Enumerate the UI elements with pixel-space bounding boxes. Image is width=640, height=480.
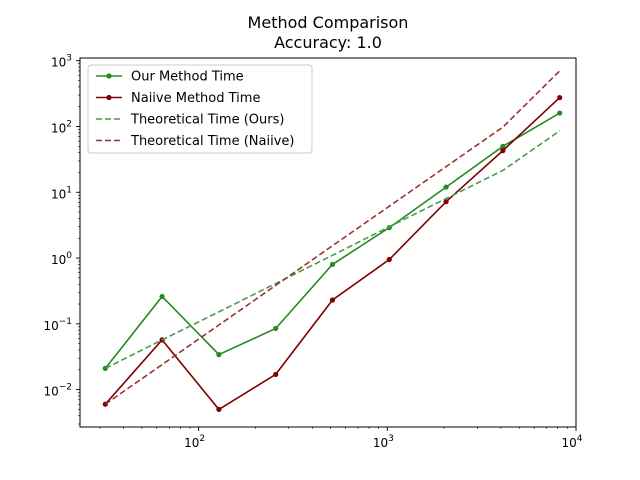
- data-point: [159, 293, 165, 300]
- data-point: [557, 95, 563, 101]
- plot-area: [102, 70, 563, 412]
- data-point: [216, 352, 222, 358]
- y-tick-label: 102: [51, 119, 72, 135]
- x-tick-label: 104: [561, 434, 582, 450]
- legend-marker: [106, 73, 112, 79]
- data-point: [273, 371, 279, 378]
- legend-box: [87, 64, 313, 154]
- tick-label-base: 10: [43, 319, 58, 333]
- tick-label-exponent: −2: [59, 383, 72, 393]
- y-tick-label: 101: [51, 185, 72, 201]
- data-point: [443, 184, 449, 190]
- tick-label-exponent: 4: [577, 434, 583, 444]
- legend: Our Method Time Naiive Method Time Theoret…: [87, 64, 313, 154]
- tick-label-exponent: 2: [66, 119, 72, 129]
- series-line-3: [104, 70, 561, 405]
- data-point: [443, 199, 449, 205]
- y-tick-label: 10−1: [43, 317, 72, 333]
- tick-label-exponent: 2: [199, 434, 205, 444]
- series-line-2: [104, 130, 561, 370]
- chart-title: Method Comparison: [248, 13, 409, 32]
- y-tick-label: 100: [51, 251, 72, 267]
- tick-label-base: 10: [43, 385, 58, 399]
- data-point: [386, 256, 392, 263]
- tick-label-base: 10: [561, 436, 576, 450]
- legend-label: Our Method Time: [131, 70, 244, 85]
- legend-marker: [106, 94, 112, 101]
- data-point: [500, 148, 506, 154]
- tick-label-base: 10: [51, 121, 66, 135]
- tick-label-base: 10: [373, 436, 388, 450]
- data-point: [557, 110, 563, 116]
- data-point: [216, 406, 222, 412]
- tick-label-base: 10: [51, 56, 66, 70]
- x-axis: 102 103 104: [99, 427, 583, 450]
- data-point: [329, 261, 336, 268]
- tick-label-exponent: 3: [388, 434, 394, 444]
- legend-label: Theoretical Time (Naiive): [130, 134, 294, 149]
- data-point: [500, 143, 506, 149]
- x-tick-label: 103: [373, 434, 394, 450]
- legend-label: Naiive Method Time: [131, 91, 260, 106]
- tick-label-exponent: 0: [66, 251, 72, 261]
- legend-label: Theoretical Time (Ours): [130, 113, 284, 128]
- data-point: [329, 297, 336, 303]
- tick-label-exponent: 1: [66, 185, 72, 195]
- y-tick-label: 10−2: [43, 383, 72, 399]
- data-point: [273, 325, 279, 332]
- data-point: [102, 365, 108, 372]
- tick-label-exponent: −1: [59, 317, 72, 327]
- tick-label-base: 10: [184, 436, 199, 450]
- tick-label-base: 10: [51, 253, 66, 267]
- tick-label-base: 10: [51, 187, 66, 201]
- y-tick-label: 103: [51, 54, 72, 70]
- x-tick-label: 102: [184, 434, 205, 450]
- axes-frame: [79, 57, 577, 428]
- chart-subtitle: Accuracy: 1.0: [274, 33, 382, 52]
- tick-label-exponent: 3: [66, 54, 72, 64]
